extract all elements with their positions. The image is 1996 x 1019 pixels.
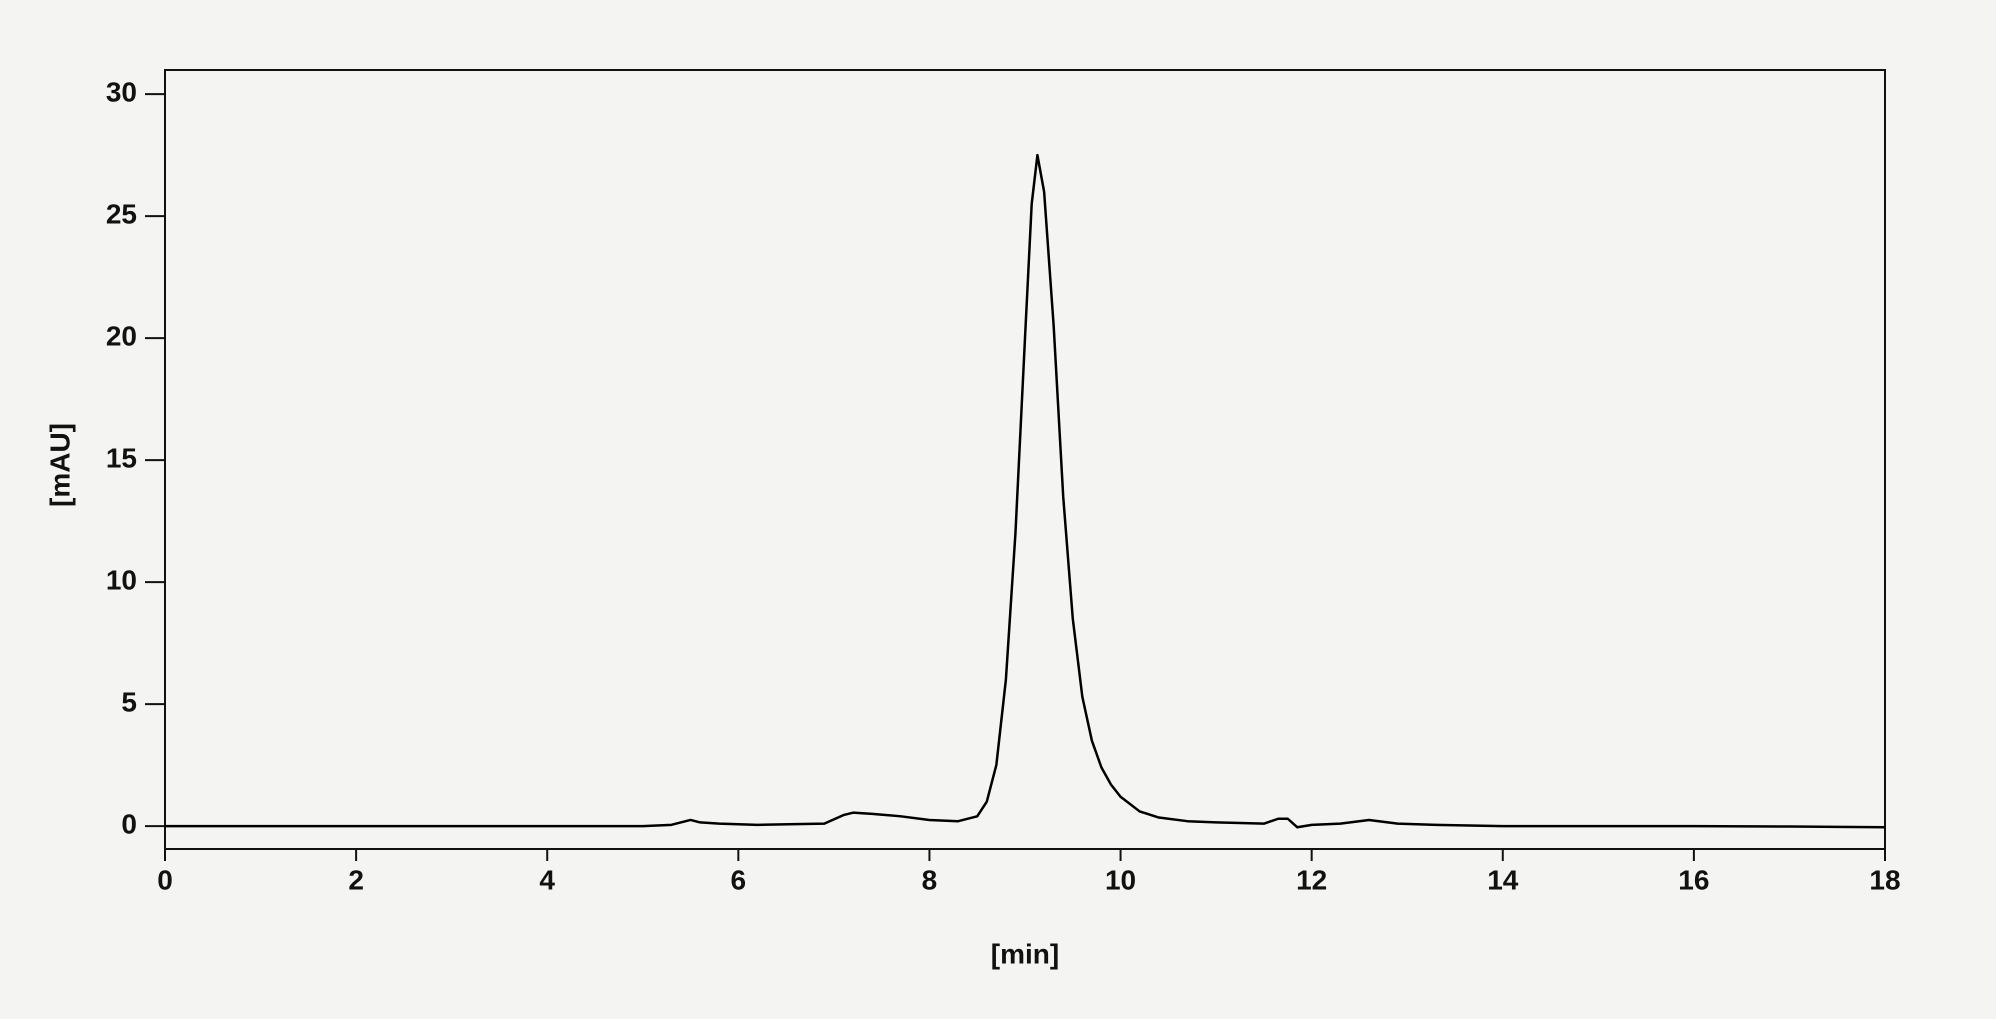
x-tick-label: 18	[1869, 864, 1900, 895]
y-tick-label: 0	[121, 808, 137, 839]
x-tick-label: 10	[1105, 864, 1136, 895]
x-tick-label: 12	[1296, 864, 1327, 895]
x-tick-label: 4	[539, 864, 555, 895]
y-tick-label: 5	[121, 686, 137, 717]
x-tick-label: 14	[1487, 864, 1519, 895]
x-tick-label: 16	[1678, 864, 1709, 895]
y-tick-label: 10	[106, 564, 137, 595]
y-tick-label: 25	[106, 199, 137, 230]
x-axis-label: [min]	[991, 938, 1059, 969]
plot-frame	[164, 69, 1886, 850]
y-tick-label: 20	[106, 321, 137, 352]
x-tick-label: 6	[731, 864, 747, 895]
y-axis-label: [mAU]	[44, 423, 75, 507]
y-tick-label: 15	[106, 443, 137, 474]
x-tick-label: 8	[922, 864, 938, 895]
trace	[165, 153, 1886, 829]
x-tick-label: 0	[157, 864, 173, 895]
x-tick-label: 2	[348, 864, 364, 895]
y-tick-label: 30	[106, 77, 137, 108]
